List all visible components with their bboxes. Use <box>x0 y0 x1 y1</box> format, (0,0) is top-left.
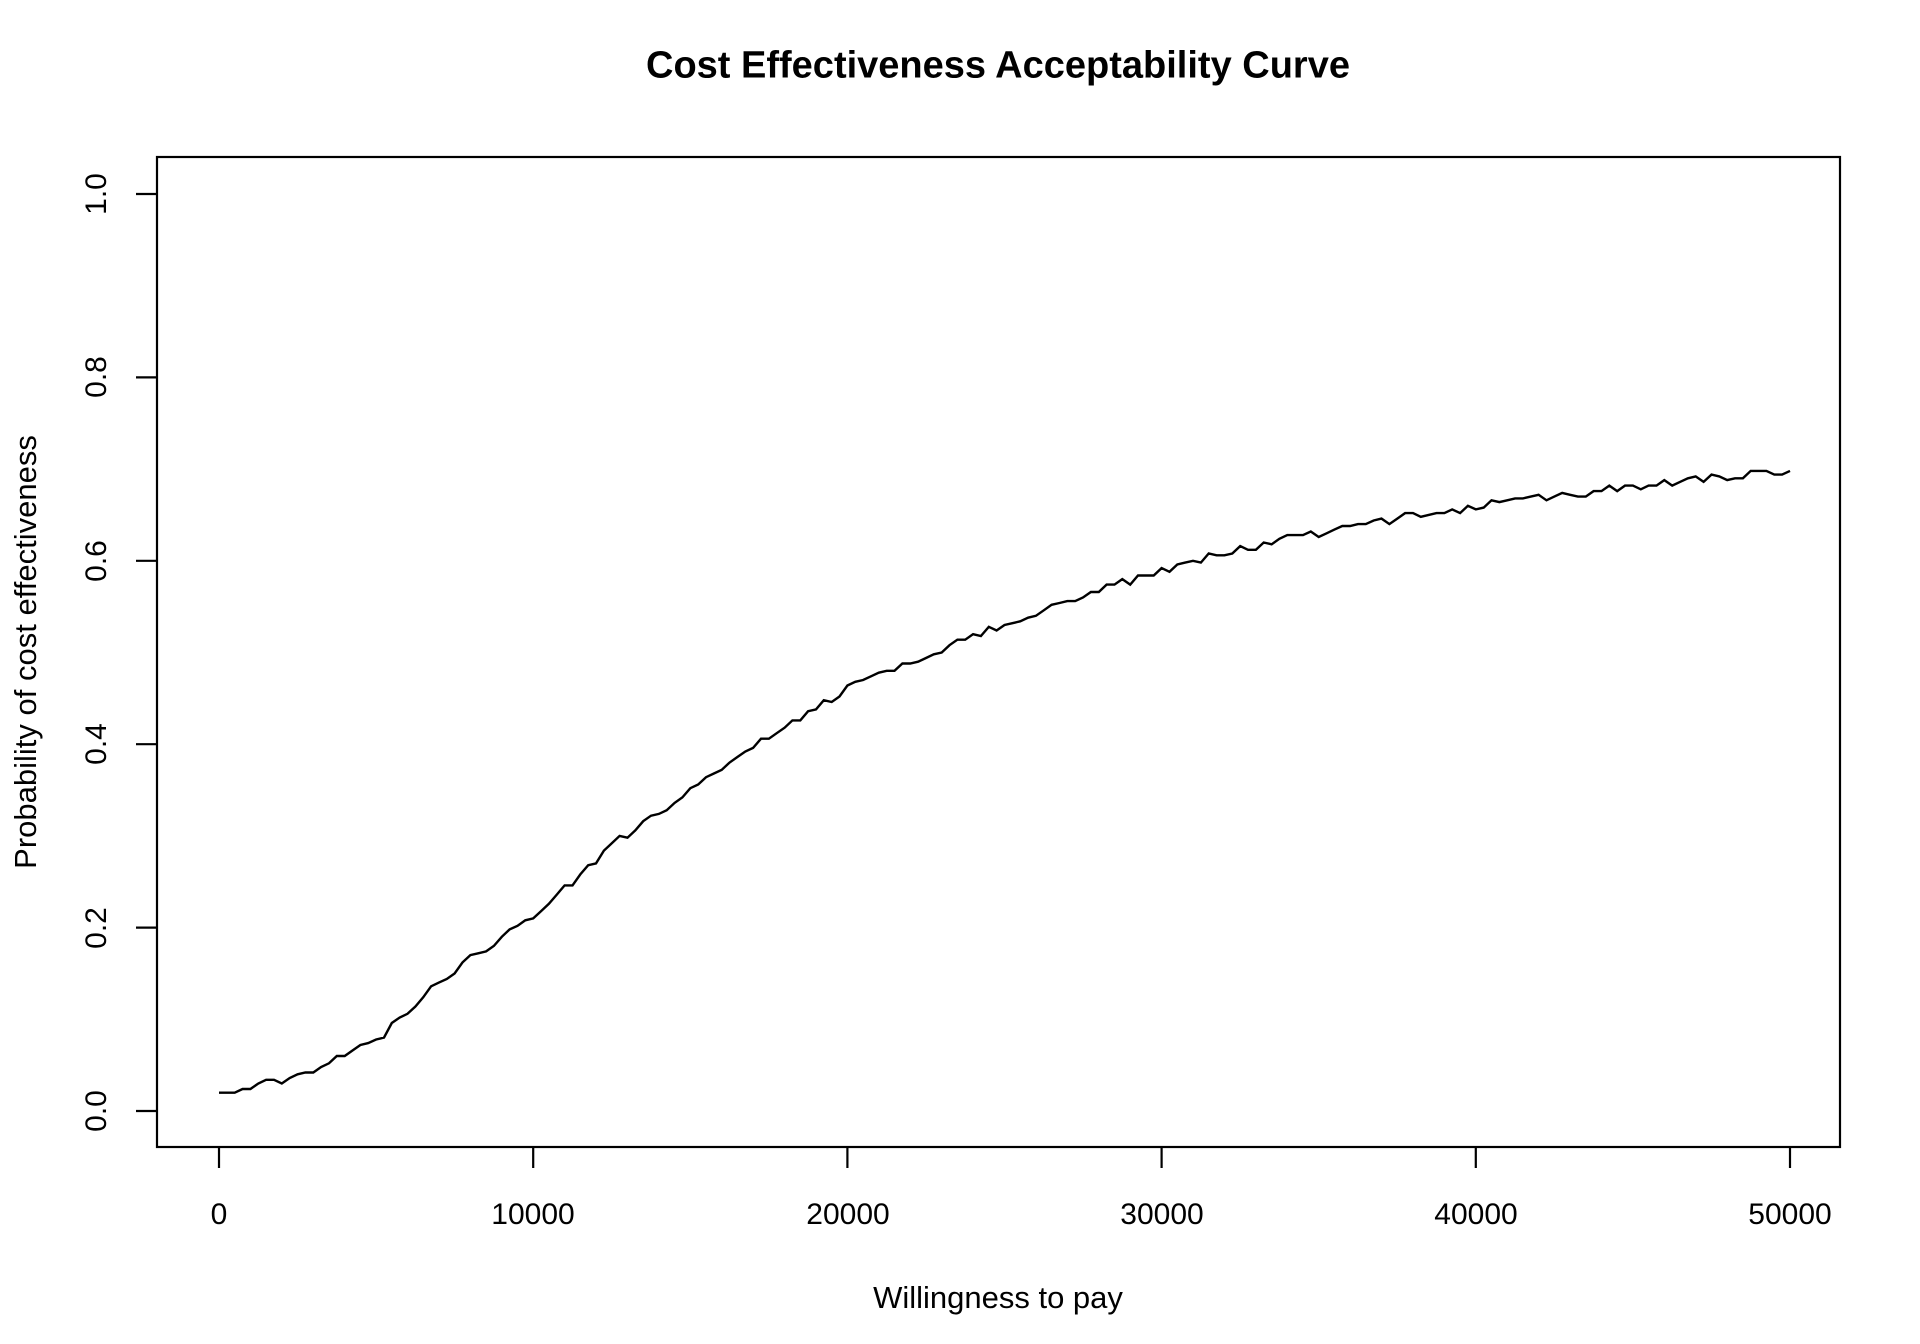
y-axis-label: Probability of cost effectiveness <box>8 435 43 869</box>
y-tick-label: 1.0 <box>80 173 113 215</box>
x-tick-label: 40000 <box>1434 1198 1518 1231</box>
plot-box <box>155 155 1842 1149</box>
y-tick-label: 0.4 <box>80 723 113 765</box>
x-tick-label: 0 <box>210 1198 228 1231</box>
y-tick-label: 0.0 <box>80 1090 113 1132</box>
y-tick-label: 0.8 <box>80 356 113 398</box>
x-tick-label: 50000 <box>1748 1198 1832 1231</box>
y-tick-label: 0.6 <box>80 540 113 582</box>
y-tick-label: 0.2 <box>80 907 113 949</box>
x-tick-label: 20000 <box>806 1198 890 1231</box>
x-tick-label: 10000 <box>491 1198 575 1231</box>
chart-title: Cost Effectiveness Acceptability Curve <box>646 44 1350 87</box>
x-tick-label: 30000 <box>1120 1198 1204 1231</box>
x-axis-label: Willingness to pay <box>873 1280 1123 1315</box>
ceac-curve <box>219 469 1791 1094</box>
